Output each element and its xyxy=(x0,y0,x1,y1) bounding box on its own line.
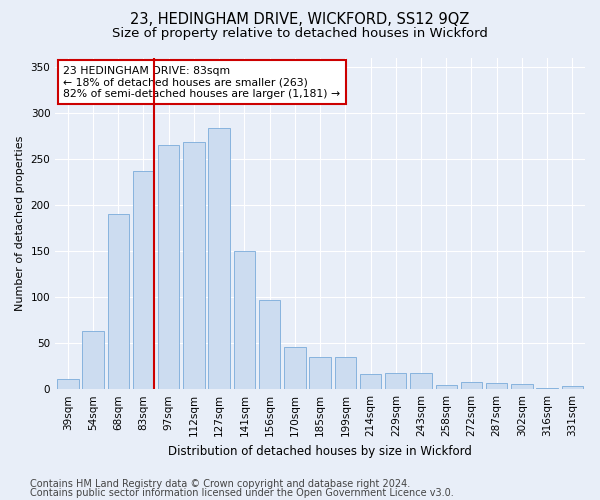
Text: 23, HEDINGHAM DRIVE, WICKFORD, SS12 9QZ: 23, HEDINGHAM DRIVE, WICKFORD, SS12 9QZ xyxy=(130,12,470,28)
Bar xyxy=(284,347,305,389)
Bar xyxy=(410,372,432,389)
Bar xyxy=(57,379,79,389)
Bar xyxy=(436,384,457,389)
Y-axis label: Number of detached properties: Number of detached properties xyxy=(15,136,25,311)
Bar xyxy=(208,128,230,389)
Bar xyxy=(233,251,255,389)
Bar xyxy=(158,145,179,389)
Bar xyxy=(385,372,406,389)
Bar xyxy=(310,357,331,389)
Bar xyxy=(133,171,154,389)
X-axis label: Distribution of detached houses by size in Wickford: Distribution of detached houses by size … xyxy=(168,444,472,458)
Bar xyxy=(461,382,482,389)
Bar xyxy=(335,357,356,389)
Bar xyxy=(107,214,129,389)
Text: Contains public sector information licensed under the Open Government Licence v3: Contains public sector information licen… xyxy=(30,488,454,498)
Bar xyxy=(360,374,381,389)
Bar xyxy=(259,300,280,389)
Bar xyxy=(511,384,533,389)
Bar xyxy=(486,382,508,389)
Bar xyxy=(536,388,558,389)
Text: 23 HEDINGHAM DRIVE: 83sqm
← 18% of detached houses are smaller (263)
82% of semi: 23 HEDINGHAM DRIVE: 83sqm ← 18% of detac… xyxy=(63,66,340,99)
Text: Contains HM Land Registry data © Crown copyright and database right 2024.: Contains HM Land Registry data © Crown c… xyxy=(30,479,410,489)
Bar xyxy=(183,142,205,389)
Bar xyxy=(562,386,583,389)
Bar xyxy=(82,331,104,389)
Text: Size of property relative to detached houses in Wickford: Size of property relative to detached ho… xyxy=(112,28,488,40)
